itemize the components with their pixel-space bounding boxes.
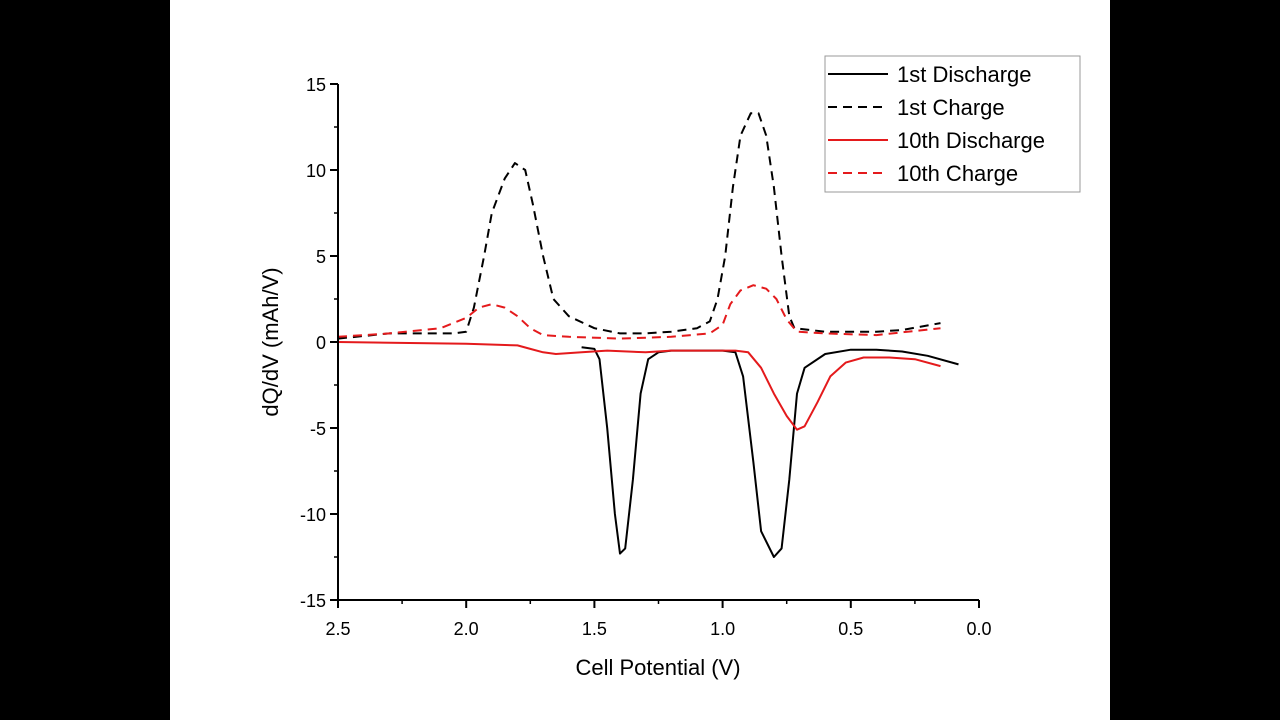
x-axis-label: Cell Potential (V)	[575, 655, 740, 680]
y-tick-label: 10	[306, 161, 326, 181]
y-tick-label: 0	[316, 333, 326, 353]
series-line-1st-charge	[337, 112, 941, 340]
x-tick-label: 2.5	[325, 619, 350, 639]
axes-layer: 15 10 5 0 -5 -10 -15 2.5 2.0 1.5 1.0 0.5 0.0	[300, 75, 992, 639]
legend-box	[824, 55, 1081, 193]
y-tick-label: 15	[306, 75, 326, 95]
legend-label: 10th Charge	[897, 161, 1018, 186]
x-tick-label: 0.0	[966, 619, 991, 639]
y-axis-label: dQ/dV (mAh/V)	[258, 267, 283, 416]
legend-label: 1st Discharge	[897, 62, 1032, 87]
series-line-1st-discharge	[581, 346, 959, 558]
series-line-10th-discharge	[337, 341, 941, 431]
y-tick-label: -15	[300, 591, 326, 611]
legend-label: 1st Charge	[897, 95, 1005, 120]
x-tick-label: 1.0	[710, 619, 735, 639]
series-line-10th-charge	[337, 284, 941, 340]
x-tick-label: 1.5	[582, 619, 607, 639]
y-tick-label: 5	[316, 247, 326, 267]
y-tick-label: -10	[300, 505, 326, 525]
x-tick-label: 2.0	[454, 619, 479, 639]
series-layer	[337, 112, 959, 558]
legend-label: 10th Discharge	[897, 128, 1045, 153]
legend: 1st Discharge 1st Charge 10th Discharge 10t…	[824, 55, 1081, 193]
y-tick-label: -5	[310, 419, 326, 439]
x-tick-label: 0.5	[838, 619, 863, 639]
